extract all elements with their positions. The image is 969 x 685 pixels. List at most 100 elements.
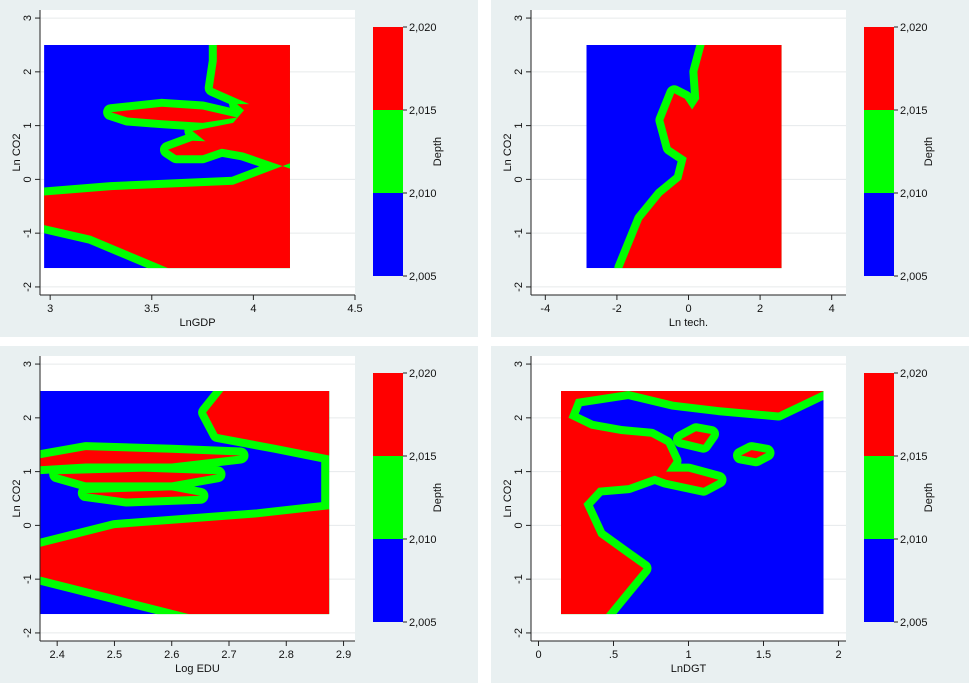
contour-region-2015-2020	[622, 45, 782, 269]
contour-region-2015-2020	[44, 45, 290, 269]
chart-svg: -4 -2 0 2 4 -2 -1 0 1 2 3 Ln tech. Ln CO2 2,020 2,015 2…	[502, 10, 935, 329]
x-tick-label: 3	[47, 303, 53, 315]
contour-panel-lndgt: 0 .5 1 1.5 2 -2 -1 0 1 2 3 LnDGT Ln CO2 2,020 2,015 2,0…	[491, 346, 969, 683]
y-tick-label: 2	[513, 415, 525, 421]
colorbar-label: 2,010	[900, 188, 928, 200]
y-axis-label: Ln CO2	[11, 134, 23, 172]
colorbar-label: 2,005	[900, 617, 928, 629]
contour-field	[44, 44, 290, 269]
contour-panel-lntech: -4 -2 0 2 4 -2 -1 0 1 2 3 Ln tech. Ln CO2 2,020 2,015 2…	[491, 0, 969, 337]
y-tick-label: -1	[22, 574, 34, 584]
contour-band-2010-2015	[40, 442, 249, 475]
x-axis-label: Ln tech.	[669, 317, 708, 329]
colorbar-label: 2,010	[409, 534, 437, 546]
contour-field	[586, 44, 782, 269]
colorbar-segment	[864, 539, 894, 622]
chart-svg: 0 .5 1 1.5 2 -2 -1 0 1 2 3 LnDGT Ln CO2 2,020 2,015 2,0…	[502, 356, 935, 675]
colorbar-segment	[373, 27, 403, 110]
colorbar-title: Depth	[923, 137, 935, 166]
colorbar-segment	[864, 110, 894, 193]
y-tick-label: 0	[22, 522, 34, 528]
contour-region-2015-2020	[85, 490, 201, 499]
x-tick-label: 2	[835, 649, 841, 661]
x-tick-label: 1.5	[756, 649, 771, 661]
x-tick-label: 4	[250, 303, 256, 315]
y-tick-label: 0	[22, 176, 34, 182]
x-tick-label: 0	[535, 649, 541, 661]
colorbar-label: 2,005	[900, 271, 928, 283]
x-tick-label: 2.7	[221, 649, 236, 661]
colorbar-label: 2,015	[900, 105, 928, 117]
contour-region-2015-2020	[57, 471, 218, 483]
colorbar-label: 2,020	[409, 22, 437, 34]
x-tick-label: 4	[829, 303, 835, 315]
y-tick-label: 3	[22, 361, 34, 367]
y-axis-label: Ln CO2	[502, 134, 514, 172]
x-axis-label: LnDGT	[671, 663, 707, 675]
colorbar-segment	[864, 27, 894, 110]
colorbar-segment	[373, 110, 403, 193]
colorbar-label: 2,015	[409, 451, 437, 463]
colorbar-segment	[373, 456, 403, 539]
contour-region-2015-2020	[237, 104, 290, 115]
y-tick-label: -2	[513, 282, 525, 292]
contour-region-2015-2020	[168, 140, 223, 156]
x-tick-label: .5	[609, 649, 618, 661]
y-axis-label: Ln CO2	[502, 480, 514, 518]
x-tick-label: 2.5	[107, 649, 122, 661]
contour-region-2015-2020	[741, 450, 767, 459]
colorbar-segment	[864, 373, 894, 456]
x-tick-label: 2.8	[279, 649, 294, 661]
colorbar-segment	[864, 456, 894, 539]
colorbar-label: 2,005	[409, 617, 437, 629]
y-tick-label: 1	[513, 123, 525, 129]
x-tick-label: 0	[685, 303, 691, 315]
contour-region-2015-2020	[111, 106, 238, 123]
contour-band-2010-2015	[77, 482, 209, 507]
colorbar-title: Depth	[432, 137, 444, 166]
y-tick-label: 2	[22, 415, 34, 421]
y-tick-label: -2	[22, 628, 34, 638]
y-tick-label: -1	[22, 228, 34, 238]
y-tick-label: 0	[513, 176, 525, 182]
contour-field	[561, 390, 824, 615]
x-axis-label: LnGDP	[179, 317, 215, 329]
x-tick-label: -4	[540, 303, 550, 315]
colorbar-label: 2,020	[900, 22, 928, 34]
chart-svg: 2.4 2.5 2.6 2.7 2.8 2.9 -2 -1 0 1 2 3 Log EDU Ln CO2 2…	[11, 356, 444, 675]
colorbar-segment	[864, 193, 894, 276]
y-tick-label: 1	[513, 469, 525, 475]
colorbar-segment	[373, 373, 403, 456]
x-tick-label: 2.4	[50, 649, 65, 661]
contour-region-2015-2020	[40, 450, 241, 467]
contour-region-2015-2020	[561, 391, 824, 615]
y-axis-label: Ln CO2	[11, 480, 23, 518]
contour-field	[40, 390, 330, 615]
colorbar-title: Depth	[923, 483, 935, 512]
x-tick-label: 2.9	[336, 649, 351, 661]
y-tick-label: -1	[513, 228, 525, 238]
y-tick-label: 3	[22, 15, 34, 21]
colorbar-label: 2,010	[900, 534, 928, 546]
colorbar-label: 2,020	[900, 368, 928, 380]
y-tick-label: 1	[22, 469, 34, 475]
colorbar-label: 2,005	[409, 271, 437, 283]
colorbar-segment	[373, 539, 403, 622]
colorbar-label: 2,010	[409, 188, 437, 200]
colorbar-label: 2,015	[409, 105, 437, 117]
y-tick-label: 1	[22, 123, 34, 129]
x-tick-label: 1	[685, 649, 691, 661]
x-tick-label: 3.5	[144, 303, 159, 315]
colorbar-segment	[373, 193, 403, 276]
colorbar-label: 2,015	[900, 451, 928, 463]
contour-region-2015-2020	[40, 391, 330, 615]
x-tick-label: 4.5	[347, 303, 362, 315]
contour-region-2015-2020	[681, 431, 711, 445]
colorbar-title: Depth	[432, 483, 444, 512]
y-tick-label: -2	[22, 282, 34, 292]
chart-svg: 3 3.5 4 4.5 -2 -1 0 1 2 3 LnGDP Ln CO2 2,020 2,015 2,0…	[11, 10, 444, 329]
x-tick-label: 2.6	[164, 649, 179, 661]
y-tick-label: 2	[22, 69, 34, 75]
y-tick-label: -2	[513, 628, 525, 638]
contour-panel-logedu: 2.4 2.5 2.6 2.7 2.8 2.9 -2 -1 0 1 2 3 Log EDU Ln CO2 2…	[0, 346, 478, 683]
